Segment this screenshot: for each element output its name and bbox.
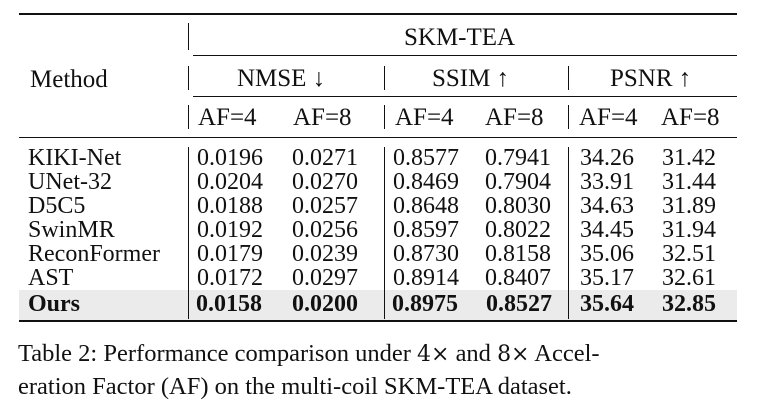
method-cell: ReconFormer	[28, 241, 160, 267]
value-cell: 35.17	[580, 265, 634, 291]
method-cell: SwinMR	[28, 217, 115, 243]
value-cell: 31.44	[662, 169, 716, 195]
value-cell: 0.0172	[197, 265, 263, 291]
nmse-ssim-separator	[384, 147, 386, 319]
value-cell: 0.8597	[393, 217, 459, 243]
value-cell-ours: 32.85	[662, 291, 716, 317]
value-cell: 31.89	[662, 193, 716, 219]
caption-math: 4×	[417, 342, 450, 367]
method-cell: KIKI-Net	[28, 145, 122, 171]
caption-text: and	[455, 340, 491, 367]
ours-row-highlight	[19, 290, 737, 320]
method-separator	[188, 147, 190, 319]
value-cell: 0.0192	[197, 217, 263, 243]
bottom-rule	[19, 320, 737, 322]
top-rule	[19, 13, 737, 15]
value-cell: 0.0256	[292, 217, 358, 243]
value-cell: 0.7904	[485, 169, 551, 195]
header-bottom-rule	[19, 137, 737, 139]
value-cell: 0.0204	[197, 169, 263, 195]
value-cell: 0.0271	[292, 145, 358, 171]
value-cell: 0.0239	[292, 241, 358, 267]
value-cell: 32.61	[662, 265, 716, 291]
value-cell-ours: 35.64	[580, 291, 634, 317]
af-header: AF=8	[293, 104, 352, 131]
nmse-ssim-separator	[384, 66, 386, 90]
value-cell: 33.91	[580, 169, 634, 195]
value-cell: 0.8030	[485, 193, 551, 219]
ssim-psnr-separator	[568, 66, 570, 90]
value-cell-ours: 0.8527	[486, 291, 552, 317]
value-cell: 0.0257	[292, 193, 358, 219]
metric-nmse: NMSE ↓	[237, 65, 326, 92]
value-cell: 34.26	[580, 145, 634, 171]
value-cell: 0.8022	[485, 217, 551, 243]
af-header: AF=4	[395, 104, 454, 131]
method-cell: D5C5	[28, 193, 86, 219]
value-cell: 0.8469	[393, 169, 459, 195]
value-cell: 0.8648	[393, 193, 459, 219]
value-cell: 0.8914	[393, 265, 459, 291]
value-cell: 0.0270	[292, 169, 358, 195]
af-header: AF=8	[485, 104, 544, 131]
caption-text: eration Factor (AF) on the multi-coil SK…	[18, 373, 572, 400]
method-separator	[188, 66, 190, 90]
value-cell: 0.8407	[485, 265, 551, 291]
value-cell: 0.8158	[485, 241, 551, 267]
ssim-psnr-separator	[568, 147, 570, 319]
caption-text: Accel-	[534, 340, 600, 367]
method-header: Method	[30, 66, 108, 93]
metric-underline	[193, 96, 737, 97]
metric-psnr: PSNR ↑	[610, 65, 692, 92]
method-cell: AST	[28, 265, 74, 291]
caption-math: 8×	[497, 342, 530, 367]
method-cell: UNet-32	[28, 169, 112, 195]
value-cell: 0.0297	[292, 265, 358, 291]
value-cell-ours: 0.8975	[392, 291, 458, 317]
value-cell: 0.0179	[197, 241, 263, 267]
value-cell: 32.51	[662, 241, 716, 267]
dataset-underline	[193, 55, 737, 56]
method-separator	[188, 23, 190, 50]
method-separator	[188, 105, 190, 129]
value-cell: 0.8730	[393, 241, 459, 267]
value-cell-ours: 0.0200	[292, 291, 358, 317]
value-cell: 35.06	[580, 241, 634, 267]
value-cell: 31.42	[662, 145, 716, 171]
caption-text: Performance comparison under	[103, 340, 411, 367]
dataset-header: SKM-TEA	[404, 24, 516, 51]
value-cell: 0.8577	[393, 145, 459, 171]
ssim-psnr-separator	[568, 105, 570, 129]
value-cell: 34.63	[580, 193, 634, 219]
value-cell: 0.0196	[197, 145, 263, 171]
value-cell: 0.0188	[197, 193, 263, 219]
af-header: AF=4	[579, 104, 638, 131]
method-cell-ours: Ours	[28, 291, 81, 317]
metric-ssim: SSIM ↑	[432, 65, 510, 92]
value-cell: 0.7941	[485, 145, 551, 171]
caption-label: Table 2:	[18, 340, 98, 367]
af-header: AF=8	[661, 104, 720, 131]
value-cell: 34.45	[580, 217, 634, 243]
af-header: AF=4	[198, 104, 257, 131]
value-cell-ours: 0.0158	[196, 291, 262, 317]
value-cell: 31.94	[662, 217, 716, 243]
nmse-ssim-separator	[384, 105, 386, 129]
table-caption: Table 2: Performance comparison under 4×…	[18, 338, 743, 403]
